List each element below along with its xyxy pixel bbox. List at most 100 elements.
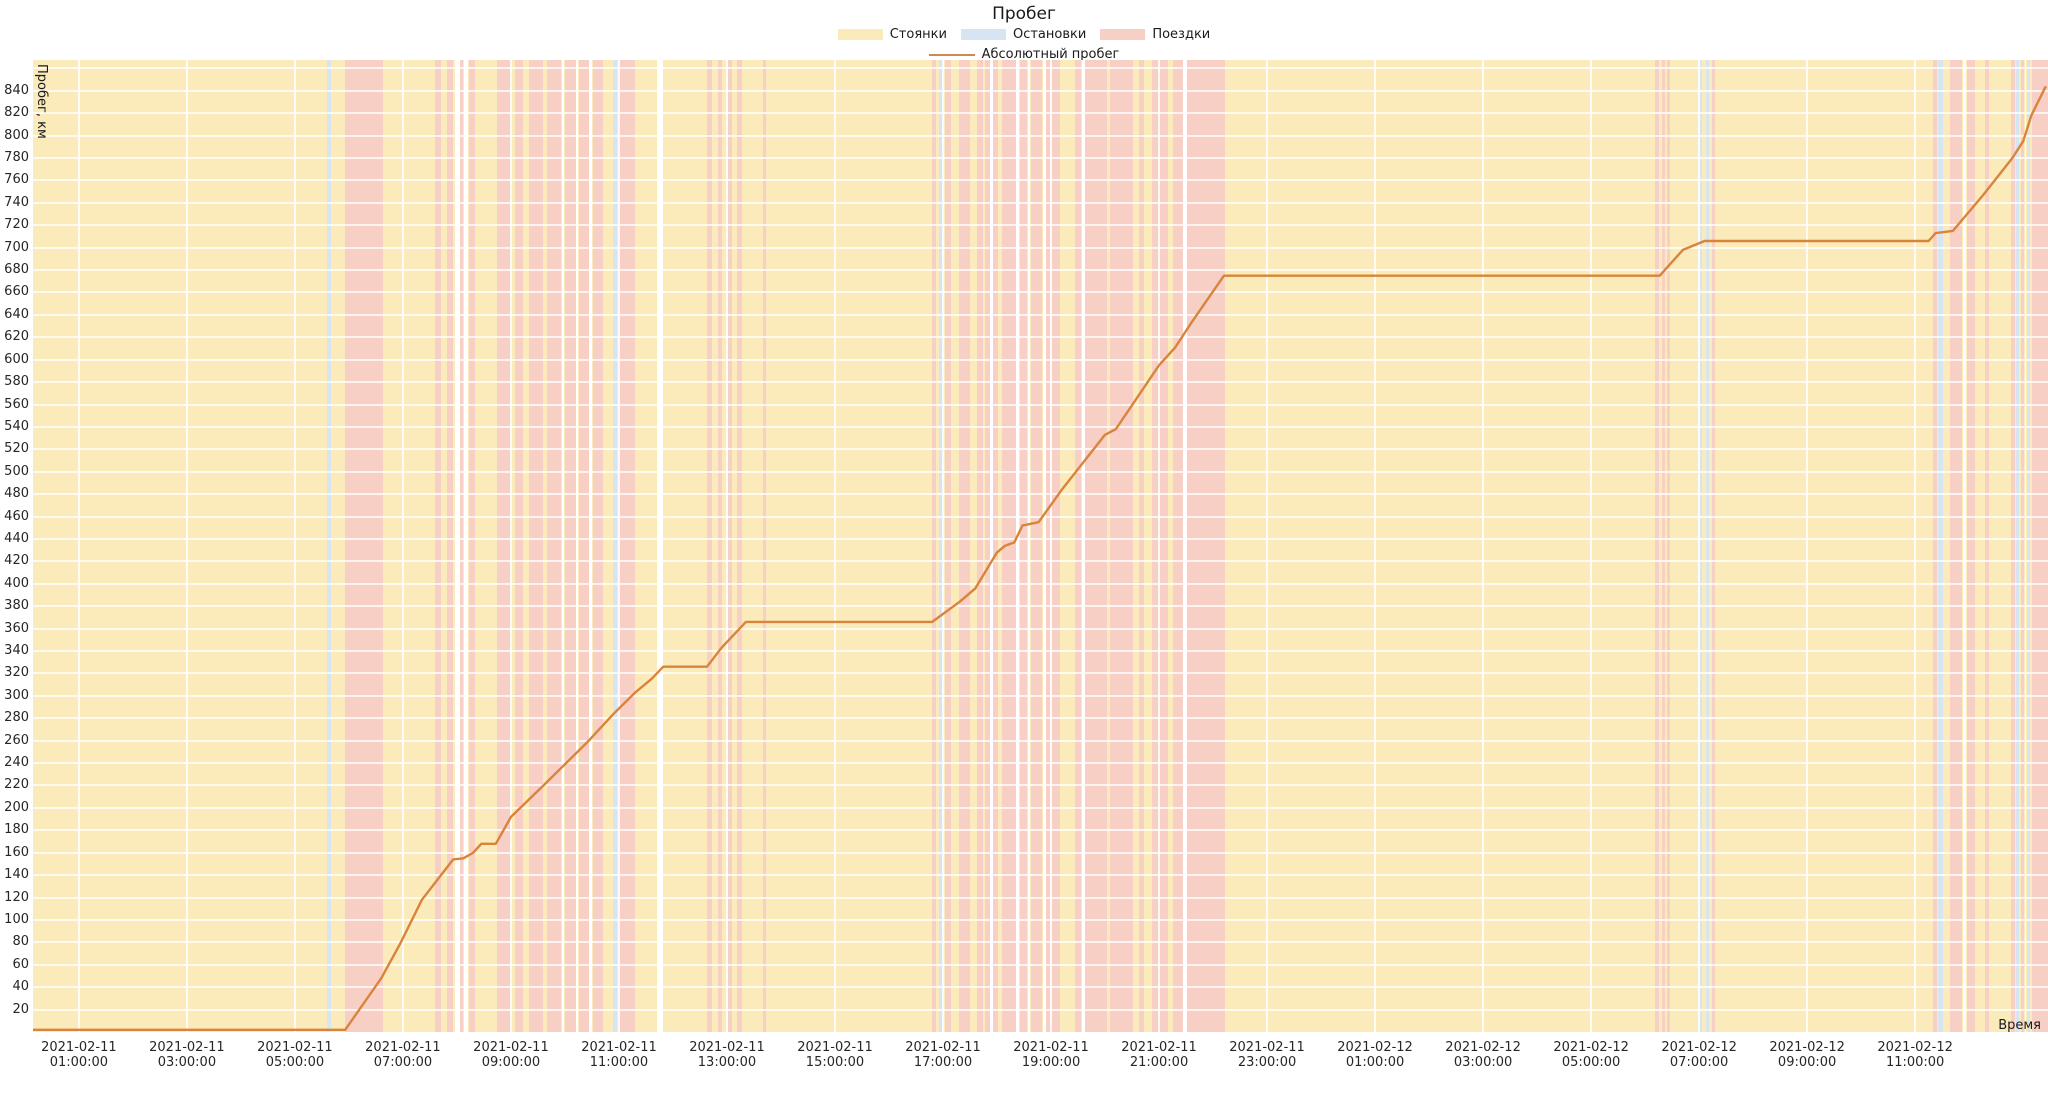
vertical-gridline [617,60,620,1032]
chart-title: Пробег [992,4,1056,24]
x-axis-title: Время [1998,1018,2041,1033]
vertical-gridline [1698,60,1701,1032]
y-tick-label: 480 [4,486,29,502]
gap-band [1183,60,1187,1032]
plot-area [33,60,2048,1032]
gap-band [1962,60,1967,1032]
y-tick-label: 440 [4,530,29,546]
y-tick-label: 660 [4,284,29,300]
y-tick-label: 260 [4,732,29,748]
horizontal-gridline [33,739,2048,742]
y-tick-label: 760 [4,172,29,188]
gap-band [454,60,460,1032]
vertical-gridline [1914,60,1917,1032]
horizontal-gridline [33,762,2048,765]
gap-band [990,60,993,1032]
vertical-gridline [401,60,404,1032]
gap-band [576,60,579,1032]
trip-band [959,60,971,1032]
x-tick-label: 2021-02-11 01:00:00 [41,1040,117,1070]
y-tick-label: 20 [12,1001,29,1017]
y-tick-label: 580 [4,374,29,390]
trip-band [2032,60,2048,1032]
trip-band [1661,60,1666,1032]
horizontal-gridline [33,941,2048,944]
trip-band [1667,60,1670,1032]
horizontal-gridline [33,134,2048,137]
legend-item-absolute-mileage: Абсолютный пробег [928,47,1120,62]
gap-band [1027,60,1031,1032]
legend-label-absolute-mileage: Абсолютный пробег [981,47,1120,62]
y-tick-label: 460 [4,508,29,524]
horizontal-gridline [33,291,2048,294]
horizontal-gridline [33,112,2048,115]
horizontal-gridline [33,582,2048,585]
trip-band [1712,60,1716,1032]
gap-band [656,60,663,1032]
vertical-gridline [509,60,512,1032]
x-tick-label: 2021-02-11 23:00:00 [1229,1040,1305,1070]
y-tick-label: 360 [4,620,29,636]
stop-band [1705,60,1710,1032]
y-tick-label: 520 [4,441,29,457]
y-tick-label: 340 [4,643,29,659]
y-tick-label: 160 [4,844,29,860]
horizontal-gridline [33,381,2048,384]
horizontal-gridline [33,157,2048,160]
y-tick-label: 740 [4,194,29,210]
x-tick-label: 2021-02-11 17:00:00 [905,1040,981,1070]
trip-band [2020,60,2025,1032]
horizontal-gridline [33,784,2048,787]
y-tick-label: 60 [12,956,29,972]
vertical-gridline [942,60,945,1032]
x-tick-label: 2021-02-11 05:00:00 [257,1040,333,1070]
vertical-gridline [77,60,80,1032]
horizontal-gridline [33,806,2048,809]
horizontal-gridline [33,246,2048,249]
horizontal-gridline [33,179,2048,182]
x-tick-label: 2021-02-11 15:00:00 [797,1040,873,1070]
vertical-gridline [1266,60,1269,1032]
trip-band [460,60,464,1032]
parking-swatch-icon [837,29,883,40]
stops-swatch-icon [960,29,1006,40]
legend-label-parking: Стоянки [889,27,947,42]
horizontal-gridline [33,403,2048,406]
y-tick-label: 120 [4,889,29,905]
horizontal-gridline [33,313,2048,316]
trip-band [717,60,723,1032]
stop-band [939,60,943,1032]
y-tick-label: 140 [4,867,29,883]
trip-band [2011,60,2016,1032]
horizontal-gridline [33,986,2048,989]
stop-band [2016,60,2020,1032]
horizontal-gridline [33,67,2048,70]
x-tick-label: 2021-02-11 19:00:00 [1013,1040,1089,1070]
horizontal-gridline [33,537,2048,540]
trip-band [1152,60,1169,1032]
gap-band [1042,60,1046,1032]
trip-band [707,60,712,1032]
horizontal-gridline [33,470,2048,473]
vertical-gridline [1158,60,1161,1032]
x-tick-label: 2021-02-11 03:00:00 [149,1040,225,1070]
horizontal-gridline [33,448,2048,451]
trip-band [1138,60,1144,1032]
y-tick-label: 640 [4,306,29,322]
horizontal-gridline [33,201,2048,204]
gap-band [463,60,469,1032]
vertical-gridline [834,60,836,1032]
y-tick-label: 320 [4,665,29,681]
y-tick-label: 100 [4,911,29,927]
gap-band [561,60,565,1032]
y-tick-label: 720 [4,217,29,233]
horizontal-gridline [33,89,2048,92]
y-tick-label: 800 [4,127,29,143]
horizontal-gridline [33,650,2048,653]
vertical-gridline [725,60,728,1032]
trip-band [1985,60,1989,1032]
horizontal-gridline [33,627,2048,630]
horizontal-gridline [33,963,2048,966]
trip-band [1950,60,1963,1032]
